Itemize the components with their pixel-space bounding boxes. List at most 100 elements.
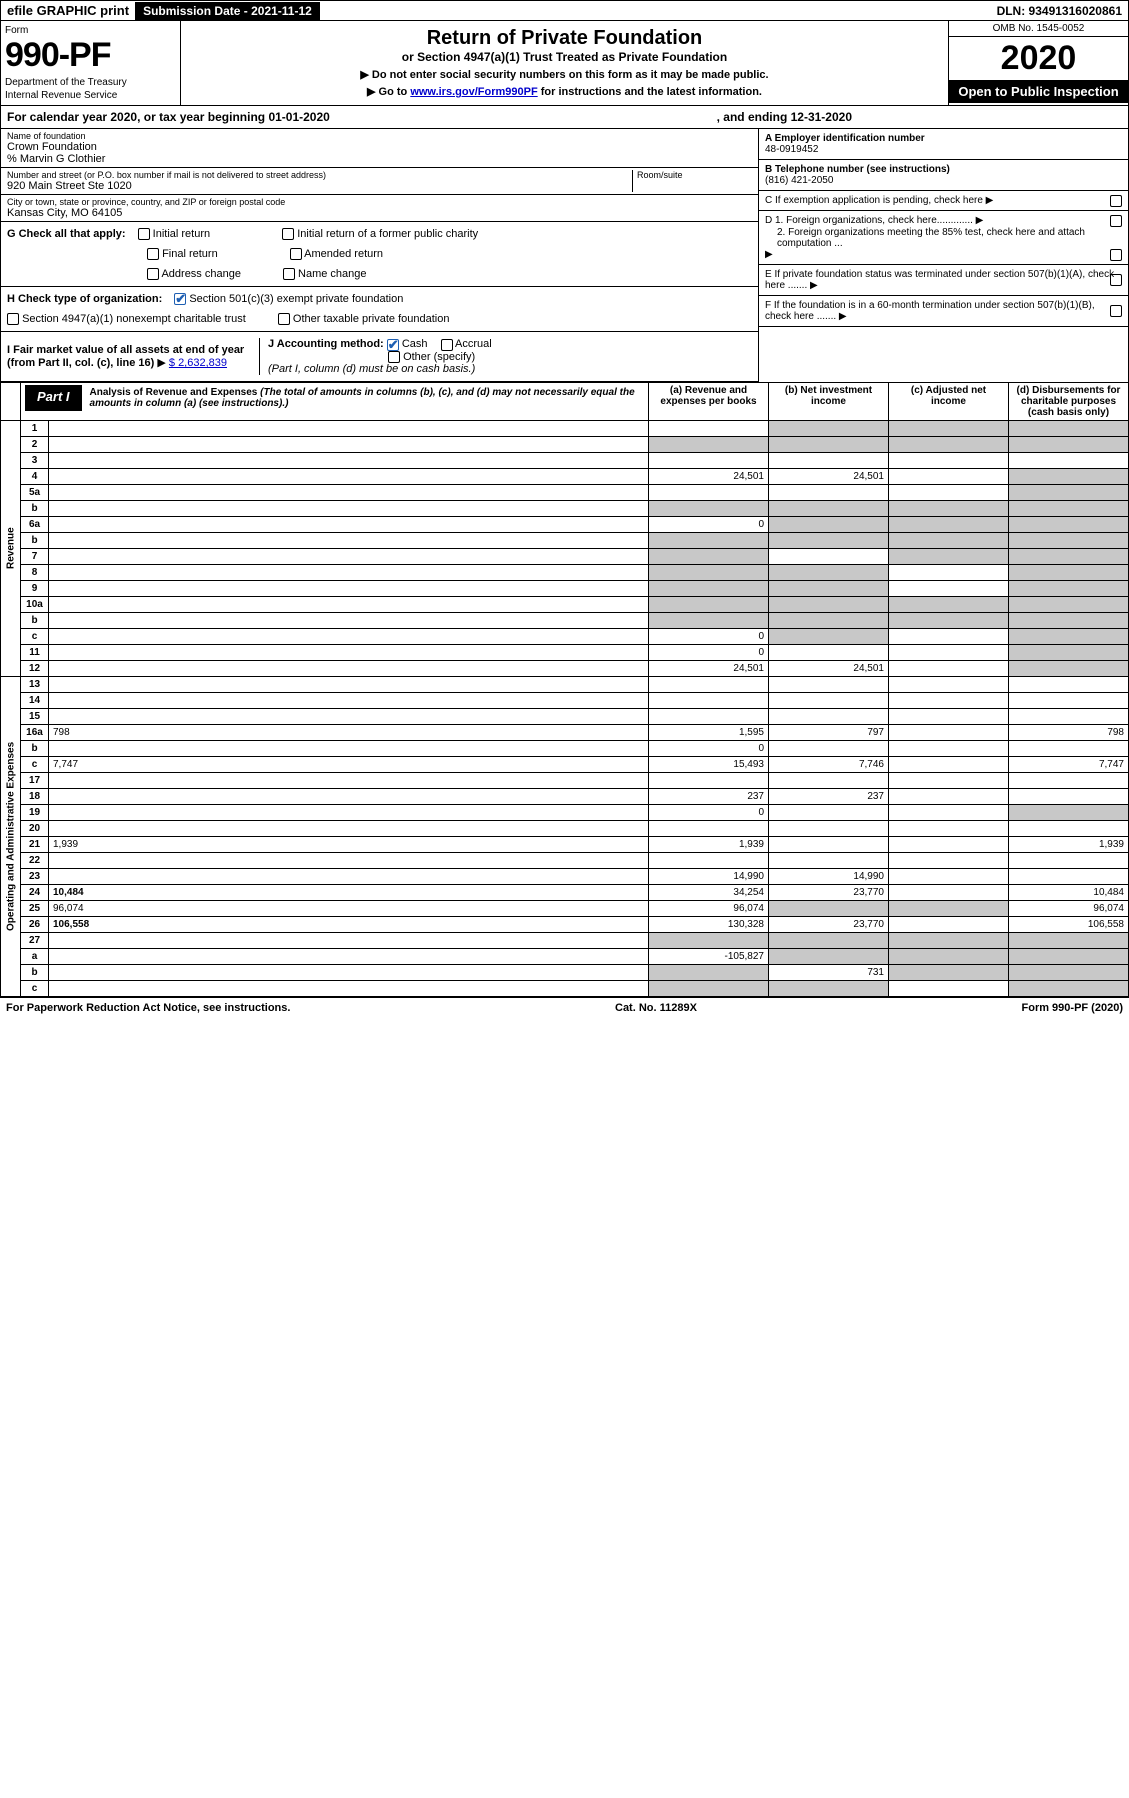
amount-cell <box>769 596 889 612</box>
table-row: 211,9391,9391,939 <box>1 836 1129 852</box>
amount-cell: 24,501 <box>769 468 889 484</box>
dln: DLN: 93491316020861 <box>991 2 1128 20</box>
chk-address[interactable] <box>147 268 159 280</box>
amount-cell <box>889 612 1009 628</box>
street-address: 920 Main Street Ste 1020 <box>7 180 632 192</box>
row-desc <box>49 676 649 692</box>
chk-amended[interactable] <box>290 248 302 260</box>
chk-initial-former[interactable] <box>282 228 294 240</box>
ein: 48-0919452 <box>765 144 818 155</box>
row-number: c <box>21 756 49 772</box>
amount-cell <box>649 772 769 788</box>
chk-d2[interactable] <box>1110 249 1122 261</box>
form-subtitle: or Section 4947(a)(1) Trust Treated as P… <box>191 50 938 64</box>
city-cell: City or town, state or province, country… <box>1 195 758 222</box>
amount-cell <box>769 740 889 756</box>
tax-year: 2020 <box>949 37 1128 80</box>
row-number: 3 <box>21 452 49 468</box>
g-check: G Check all that apply: Initial return I… <box>1 222 758 287</box>
amount-cell <box>1009 468 1129 484</box>
amount-cell <box>769 900 889 916</box>
row-number: 17 <box>21 772 49 788</box>
amount-cell: 731 <box>769 964 889 980</box>
row-number: 1 <box>21 420 49 436</box>
row-desc <box>49 532 649 548</box>
row-number: 19 <box>21 804 49 820</box>
table-row: 2410,48434,25423,77010,484 <box>1 884 1129 900</box>
chk-e[interactable] <box>1110 274 1122 286</box>
amount-cell <box>649 484 769 500</box>
ij-row: I Fair market value of all assets at end… <box>1 332 758 381</box>
chk-c[interactable] <box>1110 195 1122 207</box>
row-desc <box>49 468 649 484</box>
col-b: (b) Net investment income <box>769 382 889 420</box>
amount-cell <box>649 820 769 836</box>
row-desc <box>49 612 649 628</box>
amount-cell <box>889 788 1009 804</box>
amount-cell <box>889 884 1009 900</box>
form-header: Form 990-PF Department of the Treasury I… <box>0 21 1129 106</box>
table-row: 22 <box>1 852 1129 868</box>
dept-treasury: Department of the Treasury <box>5 77 176 88</box>
chk-d1[interactable] <box>1110 215 1122 227</box>
ein-cell: A Employer identification number 48-0919… <box>759 129 1128 160</box>
table-row: 9 <box>1 580 1129 596</box>
row-number: 20 <box>21 820 49 836</box>
chk-501c3[interactable] <box>174 293 186 305</box>
row-number: c <box>21 628 49 644</box>
chk-4947[interactable] <box>7 313 19 325</box>
amount-cell <box>889 548 1009 564</box>
amount-cell: 798 <box>1009 724 1129 740</box>
row-number: 5a <box>21 484 49 500</box>
amount-cell <box>649 564 769 580</box>
amount-cell: 23,770 <box>769 916 889 932</box>
irs-link[interactable]: www.irs.gov/Form990PF <box>410 86 537 98</box>
row-desc <box>49 852 649 868</box>
row-desc <box>49 804 649 820</box>
amount-cell: 96,074 <box>649 900 769 916</box>
chk-f[interactable] <box>1110 305 1122 317</box>
chk-initial[interactable] <box>138 228 150 240</box>
chk-other-taxable[interactable] <box>278 313 290 325</box>
amount-cell <box>1009 820 1129 836</box>
row-desc <box>49 820 649 836</box>
topbar: efile GRAPHIC print Submission Date - 20… <box>0 0 1129 21</box>
row-number: 21 <box>21 836 49 852</box>
address-cell: Number and street (or P.O. box number if… <box>1 168 758 195</box>
chk-other-method[interactable] <box>388 351 400 363</box>
amount-cell <box>769 932 889 948</box>
fmv-amount[interactable]: $ 2,632,839 <box>169 357 227 369</box>
amount-cell: 24,501 <box>769 660 889 676</box>
f-cell: F If the foundation is in a 60-month ter… <box>759 296 1128 327</box>
row-number: 25 <box>21 900 49 916</box>
amount-cell <box>769 532 889 548</box>
footer-right: Form 990-PF (2020) <box>1022 1002 1123 1014</box>
row-desc <box>49 596 649 612</box>
revenue-label: Revenue <box>1 420 21 676</box>
amount-cell <box>649 548 769 564</box>
table-row: Revenue1 <box>1 420 1129 436</box>
amount-cell <box>889 772 1009 788</box>
amount-cell: -105,827 <box>649 948 769 964</box>
row-number: 18 <box>21 788 49 804</box>
row-desc: 798 <box>49 724 649 740</box>
amount-cell <box>1009 484 1129 500</box>
chk-accrual[interactable] <box>441 339 453 351</box>
amount-cell <box>649 964 769 980</box>
row-desc: 1,939 <box>49 836 649 852</box>
irs: Internal Revenue Service <box>5 90 176 101</box>
chk-cash[interactable] <box>387 339 399 351</box>
table-row: 2596,07496,07496,074 <box>1 900 1129 916</box>
amount-cell <box>889 740 1009 756</box>
amount-cell: 10,484 <box>1009 884 1129 900</box>
note-link: ▶ Go to www.irs.gov/Form990PF for instru… <box>191 85 938 98</box>
table-row: 1224,50124,501 <box>1 660 1129 676</box>
amount-cell: 7,746 <box>769 756 889 772</box>
amount-cell <box>889 852 1009 868</box>
amount-cell <box>649 980 769 996</box>
chk-final[interactable] <box>147 248 159 260</box>
chk-name[interactable] <box>283 268 295 280</box>
amount-cell: 23,770 <box>769 884 889 900</box>
row-number: 15 <box>21 708 49 724</box>
info-right: A Employer identification number 48-0919… <box>758 129 1128 382</box>
